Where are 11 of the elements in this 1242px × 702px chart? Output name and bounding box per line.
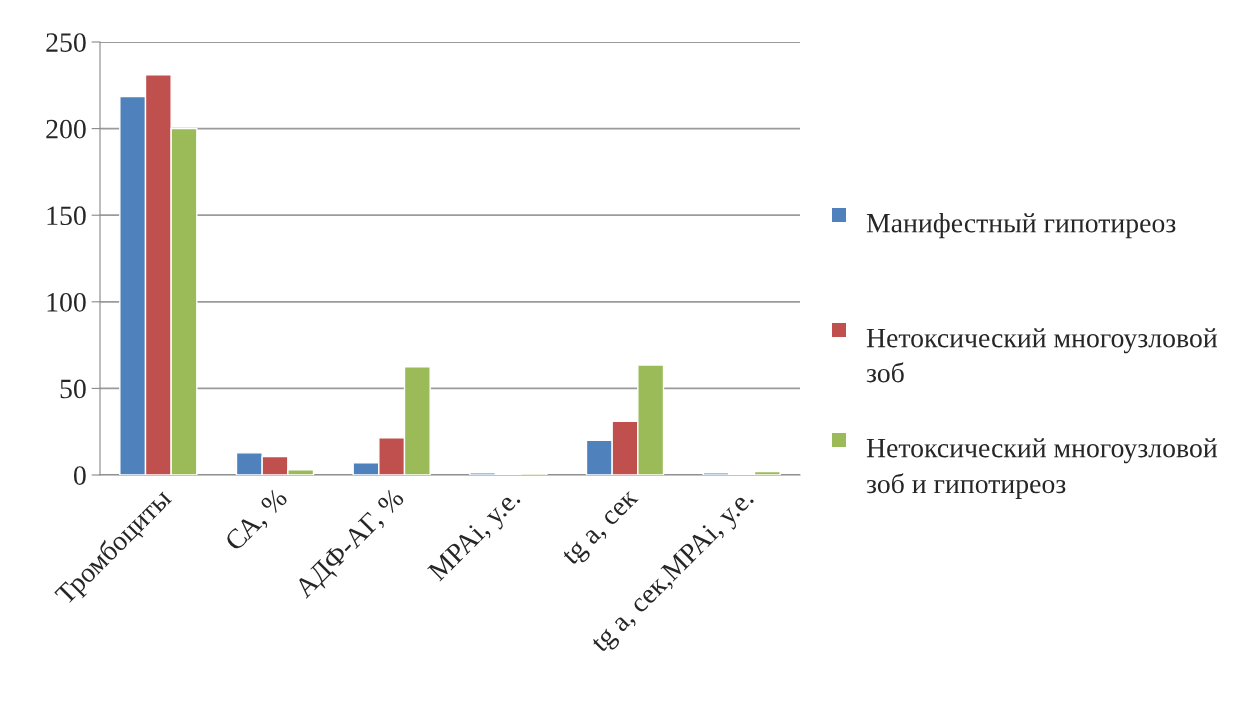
- y-tick-label: 150: [47, 206, 86, 226]
- y-tick-label: 200: [46, 119, 86, 139]
- y-tick-label: 0: [73, 466, 86, 485]
- x-tick-label: tg a, сек: [561, 488, 643, 570]
- y-tick-label: 100: [47, 292, 86, 312]
- y-tick-label: 50: [60, 379, 86, 399]
- x-tick-label: СА, %: [223, 487, 291, 555]
- legend-label: Нетоксический многоузловой зоб: [866, 328, 1218, 383]
- legend-label: Манифестный гипотиреоз: [866, 213, 1176, 239]
- legend-label: Нетоксический многоузловой зоб и гипотиреоз: [866, 438, 1218, 499]
- y-tick-label: 250: [46, 33, 86, 52]
